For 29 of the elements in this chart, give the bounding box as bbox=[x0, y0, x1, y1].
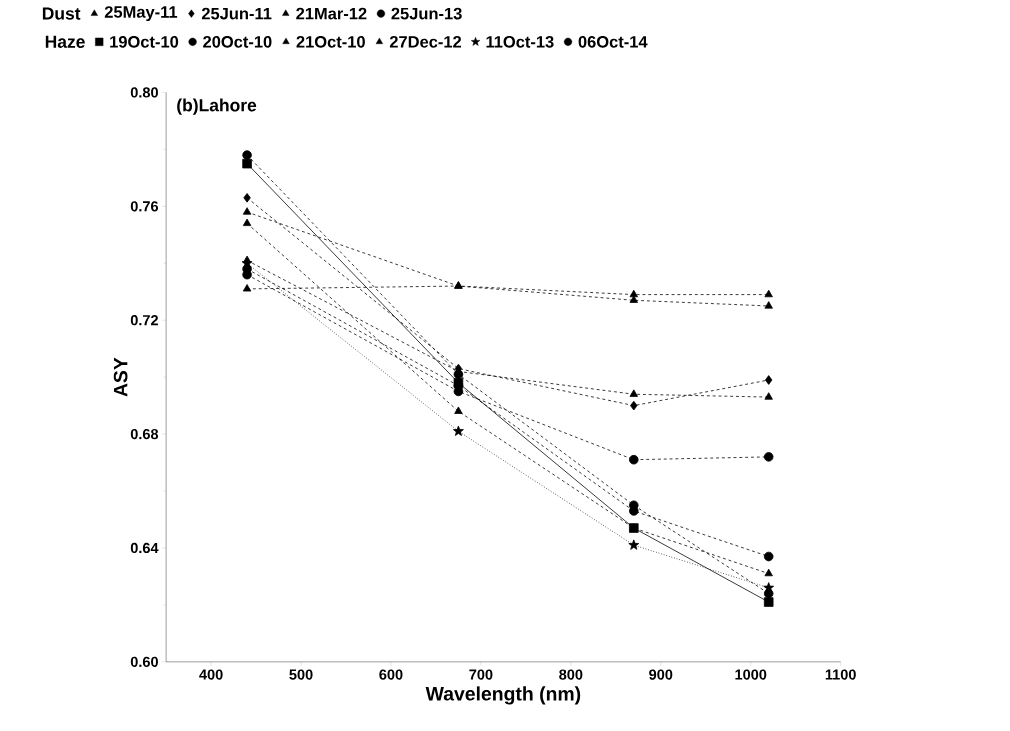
chart-title: (b)Lahore bbox=[177, 98, 257, 115]
legend-label: 11Oct-13 bbox=[486, 36, 554, 48]
x-tick-label: 1100 bbox=[825, 669, 856, 680]
y-tick-label: 0.68 bbox=[130, 428, 159, 440]
text: Dust bbox=[42, 7, 81, 20]
legend-label: 21Mar-12 bbox=[296, 7, 367, 20]
x-axis-title: Wavelength (nm) bbox=[425, 686, 581, 705]
legend-label: 06Oct-14 bbox=[578, 36, 648, 48]
text: Haze bbox=[45, 35, 85, 48]
x-tick-label: 500 bbox=[289, 669, 313, 680]
y-axis-title: ASY bbox=[113, 357, 128, 397]
legend-label: 25Jun-11 bbox=[201, 7, 272, 20]
legend-label: 19Oct-10 bbox=[110, 36, 179, 48]
x-tick-label: 900 bbox=[649, 669, 673, 680]
legend-label: 25May-11 bbox=[104, 6, 178, 22]
y-tick-label: 0.76 bbox=[130, 201, 159, 212]
y-tick-label: 0.80 bbox=[130, 87, 158, 98]
legend-label: 25Jun-13 bbox=[391, 7, 462, 20]
legend-label: 27Dec-12 bbox=[389, 36, 462, 48]
x-tick-label: 800 bbox=[559, 669, 583, 680]
y-tick-label: 0.72 bbox=[130, 315, 158, 326]
legend-label: 21Oct-10 bbox=[296, 36, 365, 48]
x-tick-label: 1000 bbox=[735, 669, 767, 680]
x-tick-label: 400 bbox=[199, 669, 223, 680]
legend-label: 20Oct-10 bbox=[203, 36, 272, 48]
x-tick-label: 700 bbox=[469, 669, 493, 680]
x-tick-label: 600 bbox=[379, 669, 403, 680]
y-tick-label: 0.60 bbox=[130, 656, 158, 668]
y-tick-label: 0.64 bbox=[130, 542, 159, 554]
